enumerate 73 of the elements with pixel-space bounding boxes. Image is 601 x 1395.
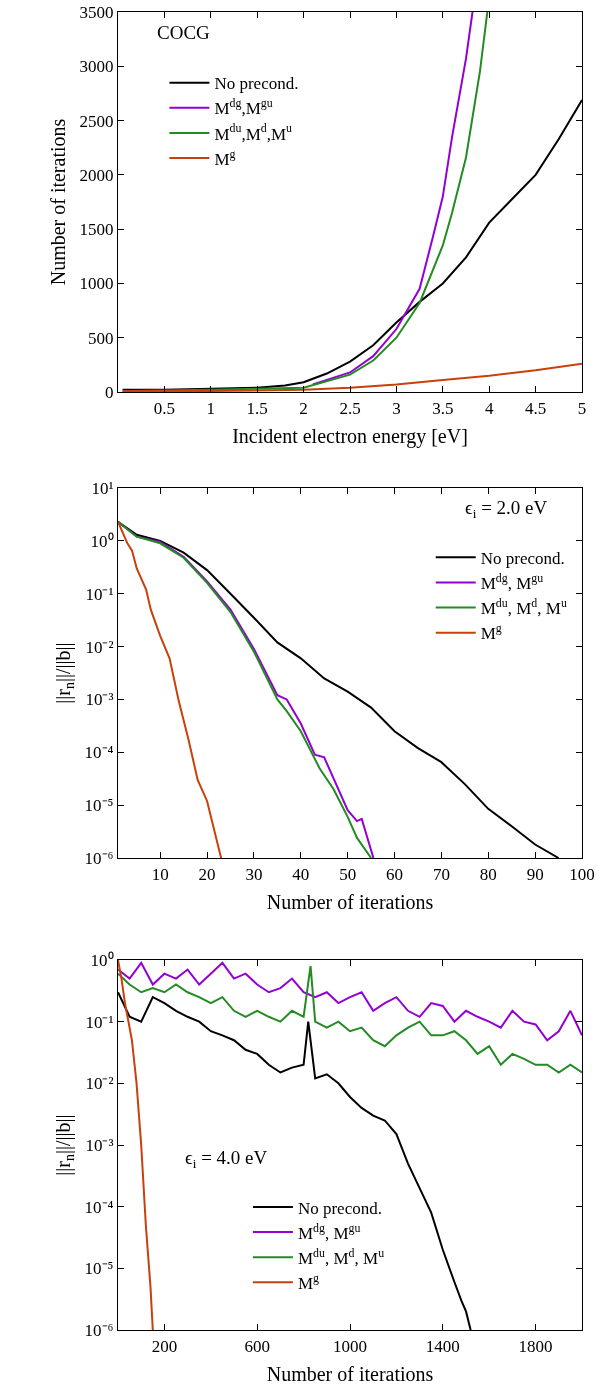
x-tick-label: 1 [206,398,216,418]
annotation: ϵ$_{i}$ = 4.0 eV [185,1147,268,1171]
legend-label: M$^{du}$, M$^{d}$, M$^{u}$ [480,596,567,619]
x-tick-label: 3.5 [432,398,454,418]
y-axis-title: Number of iterations [47,118,69,286]
legend-label: M$^{dg}$, M$^{gu}$ [297,1220,361,1243]
x-tick-label: 30 [245,864,263,884]
y-tick-label: 10⁰ [90,531,114,551]
y-tick-label: 0 [105,382,114,402]
legend-label: M$^{du}$,M$^{d}$,M$^{u}$ [214,121,293,144]
x-tick-label: 60 [386,864,404,884]
y-tick-label: 10⁻¹ [85,1012,114,1032]
x-tick-label: 0.5 [153,398,176,418]
x-tick-label: 2 [299,398,308,418]
y-tick-label: 10⁻² [85,637,114,657]
y-tick-label: 10¹ [91,478,114,498]
line-series [118,961,582,1042]
x-tick-label: 50 [339,864,357,884]
y-tick-label: 10⁻¹ [85,584,114,604]
line-series [121,362,582,392]
y-tick-label: 10⁻³ [85,1135,114,1155]
x-tick-label: 10 [151,864,169,884]
x-tick-label: 100 [569,864,595,884]
legend-label: No precond. [297,1198,382,1218]
y-tick-label: 10⁻⁶ [84,848,114,868]
x-tick-label: 3 [392,398,401,418]
x-tick-label: 600 [244,1336,270,1356]
y-tick-label: 10⁻⁴ [84,743,114,763]
x-tick-label: 1400 [425,1336,460,1356]
legend-label: M$^{dg}$, M$^{gu}$ [480,570,544,594]
x-tick-label: 1000 [333,1336,367,1356]
x-tick-label: 5 [577,398,587,418]
line-series [311,12,474,386]
legend-label: M$^{dg}$,M$^{gu}$ [214,96,273,119]
line-series [118,960,154,1330]
annotation: COCG [157,22,211,43]
annotation: ϵ$_{i}$ = 2.0 eV [465,497,548,521]
y-tick-label: 1000 [79,274,114,294]
x-tick-label: 80 [479,864,497,884]
x-axis-title: Number of iterations [266,891,434,913]
legend-label: No precond. [480,548,565,568]
y-tick-label: 10⁻⁵ [84,1259,114,1279]
y-tick-label: 1500 [79,220,114,240]
x-axis-title: Number of iterations [266,1363,434,1385]
legend-label: No precond. [214,74,299,94]
x-tick-label: 70 [432,864,450,884]
x-tick-label: 90 [526,864,544,884]
x-tick-label: 4.5 [524,398,547,418]
line-series [118,520,223,858]
x-tick-label: 1.5 [246,398,268,418]
y-tick-label: 10⁻⁶ [84,1320,114,1340]
x-tick-label: 2.5 [339,398,361,418]
y-tick-label: 500 [88,328,114,348]
legend-label: M$^{du}$, M$^{d}$, M$^{u}$ [297,1245,385,1268]
y-tick-label: 2500 [79,111,114,131]
y-tick-label: 2000 [79,165,114,185]
legend-label: M$^{g}$ [214,146,236,169]
x-axis-title: Incident electron energy [eV] [232,425,468,448]
legend-label: M$^{g}$ [480,621,502,644]
y-tick-label: 10⁻⁵ [84,796,114,816]
x-tick-label: 40 [292,864,310,884]
y-tick-label: 3000 [79,57,114,77]
y-tick-label: 10⁻⁴ [84,1197,114,1217]
y-tick-label: 10⁻³ [85,690,114,710]
y-tick-label: 10⁻² [85,1074,114,1094]
x-tick-label: 200 [151,1336,178,1356]
y-tick-label: 10⁰ [90,950,114,970]
y-tick-label: 3500 [79,2,114,22]
x-tick-label: 1800 [518,1336,553,1356]
line-series [118,964,582,1074]
x-tick-label: 4 [484,398,494,418]
x-tick-label: 20 [198,864,216,884]
legend-label: M$^{g}$ [297,1270,320,1293]
